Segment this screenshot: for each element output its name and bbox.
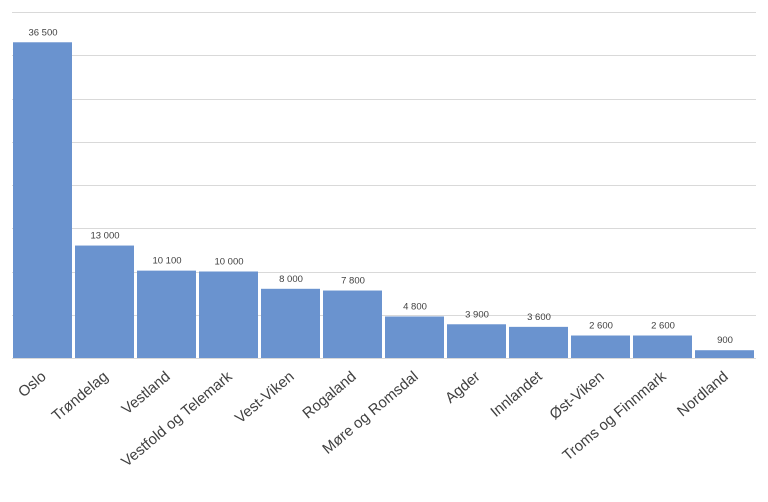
value-label: 36 500 [28,27,57,38]
x-tick-label: Vestfold og Telemark [118,368,236,471]
bar [509,326,568,358]
value-label: 8 000 [279,274,303,285]
x-tick-label: Vest-Viken [232,368,298,427]
value-label: 13 000 [90,231,119,242]
bar [571,335,630,358]
bar [75,245,134,358]
bar [695,350,754,358]
x-tick-label: Agder [442,368,484,407]
bar [323,290,382,358]
bar [633,335,692,358]
value-label: 3 900 [465,309,489,320]
value-label: 4 800 [403,301,427,312]
bar [13,42,72,359]
x-tick-label: Trøndelag [49,368,112,425]
bar [447,324,506,358]
value-label: 3 600 [527,312,551,323]
x-tick-label: Innlandet [487,368,546,421]
value-label: 10 100 [152,256,181,267]
x-tick-label: Oslo [15,368,50,401]
x-tick-label: Nordland [674,368,732,420]
value-label: 2 600 [589,321,613,332]
bar [385,316,444,358]
value-label: 7 800 [341,276,365,287]
x-tick-label: Vestland [119,368,174,418]
x-tick-label: Troms og Finnmark [559,368,669,465]
value-label: 2 600 [651,321,675,332]
value-label: 900 [717,335,733,346]
bar [199,271,258,358]
x-tick-label: Rogaland [299,368,359,422]
bar [261,288,320,358]
bar [137,270,196,358]
value-label: 10 000 [214,257,243,268]
x-tick-label: Øst-Viken [546,368,607,423]
